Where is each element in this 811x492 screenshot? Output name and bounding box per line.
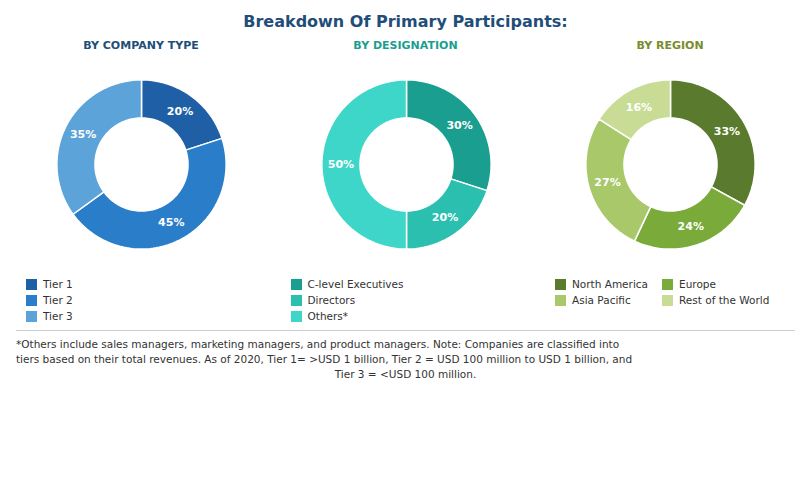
svg-text:45%: 45% [158, 216, 184, 229]
html-text:Tier 3 = <USD 100 million.: Tier 3 = <USD 100 million. [334, 368, 477, 380]
html-text:BY COMPANY TYPE: BY COMPANY TYPE [83, 39, 199, 52]
svg-text:20%: 20% [167, 105, 193, 118]
svg-text:50%: 50% [327, 158, 353, 171]
svg-text:20%: 20% [431, 211, 457, 224]
svg-text:35%: 35% [70, 128, 96, 141]
html-text:Tier 2: Tier 2 [43, 294, 73, 306]
html-text:North America: North America [572, 278, 648, 290]
html-text:BY REGION: BY REGION [636, 39, 704, 52]
svg-text:24%: 24% [678, 220, 704, 233]
html-text:*Others include sales managers: *Others include sales managers, marketin… [16, 338, 620, 350]
html-text:BY DESIGNATION: BY DESIGNATION [353, 39, 458, 52]
html-text:Tier 3: Tier 3 [43, 310, 73, 322]
html-text:Directors: Directors [307, 294, 356, 306]
svg-text:27%: 27% [594, 176, 620, 189]
html-text:C-level Executives: C-level Executives [307, 278, 404, 290]
html-text:Asia Pacific: Asia Pacific [572, 294, 631, 306]
html-text:Europe: Europe [679, 278, 716, 290]
html-text:Breakdown Of Primary Participa: Breakdown Of Primary Participants: [243, 12, 568, 31]
html-text:Rest of the World: Rest of the World [679, 294, 770, 306]
html-text:Tier 1: Tier 1 [43, 278, 73, 290]
svg-text:33%: 33% [714, 125, 740, 138]
html-text:Others*: Others* [307, 310, 348, 322]
svg-text:30%: 30% [446, 119, 472, 132]
svg-text:16%: 16% [626, 101, 652, 114]
html-text:tiers based on their total rev: tiers based on their total revenues. As … [16, 353, 633, 365]
